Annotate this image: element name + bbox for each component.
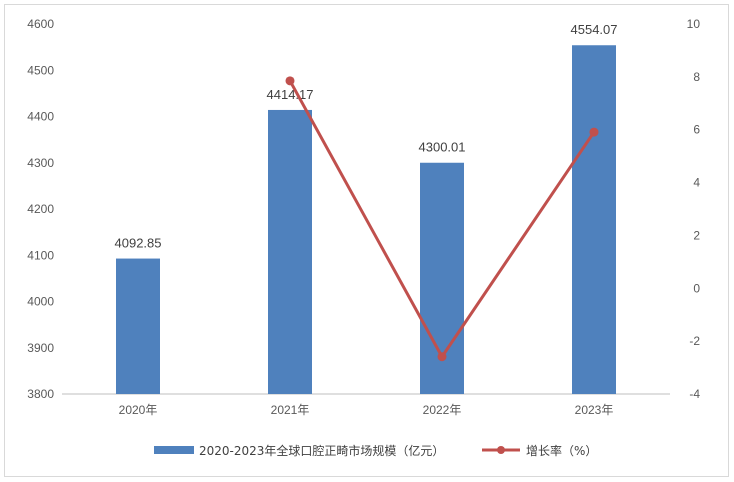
left-tick-label: 4400 [27, 110, 54, 124]
left-tick-label: 4100 [27, 248, 54, 262]
right-tick-label: 6 [693, 123, 700, 137]
growth-line-series [285, 76, 599, 362]
growth-point [285, 76, 295, 86]
right-tick-label: 2 [693, 228, 700, 242]
legend: 2020-2023年全球口腔正畸市场规模（亿元） 增长率（%） [154, 443, 597, 458]
bar-value-label: 4092.85 [115, 236, 162, 251]
left-axis-ticks: 3800 3900 4000 4100 4200 4300 4400 4500 4600 [27, 17, 54, 401]
left-tick-label: 3800 [27, 387, 54, 401]
left-tick-label: 4000 [27, 295, 54, 309]
bar-value-label: 4300.01 [419, 140, 466, 155]
legend-bar-swatch [154, 446, 194, 454]
growth-point [437, 352, 447, 362]
bar [116, 258, 160, 394]
category-label: 2023年 [575, 403, 614, 417]
category-label: 2022年 [423, 403, 462, 417]
left-tick-label: 4500 [27, 63, 54, 77]
right-tick-label: -2 [689, 334, 700, 348]
category-labels: 2020年 2021年 2022年 2023年 [119, 403, 614, 417]
category-label: 2021年 [271, 403, 310, 417]
bar-data-labels: 4092.85 4414.17 4300.01 4554.07 [115, 22, 618, 250]
legend-line-label: 增长率（%） [526, 443, 597, 458]
left-tick-label: 4200 [27, 202, 54, 216]
right-tick-label: 0 [693, 281, 700, 295]
right-tick-label: 4 [693, 176, 700, 190]
category-label: 2020年 [119, 403, 158, 417]
bar-value-label: 4414.17 [267, 87, 314, 102]
left-tick-label: 3900 [27, 341, 54, 355]
legend-bar-label: 2020-2023年全球口腔正畸市场规模（亿元） [199, 443, 444, 458]
bar [268, 109, 312, 394]
right-tick-label: 8 [693, 70, 700, 84]
legend-line-marker [497, 446, 505, 454]
left-tick-label: 4600 [27, 17, 54, 31]
right-axis-ticks: -4 -2 0 2 4 6 8 10 [687, 17, 701, 401]
right-tick-label: -4 [689, 387, 700, 401]
right-tick-label: 10 [687, 17, 701, 31]
bar [572, 45, 616, 395]
bar-value-label: 4554.07 [571, 22, 618, 37]
bar-series [116, 45, 616, 395]
growth-point [589, 127, 599, 137]
left-tick-label: 4300 [27, 156, 54, 170]
